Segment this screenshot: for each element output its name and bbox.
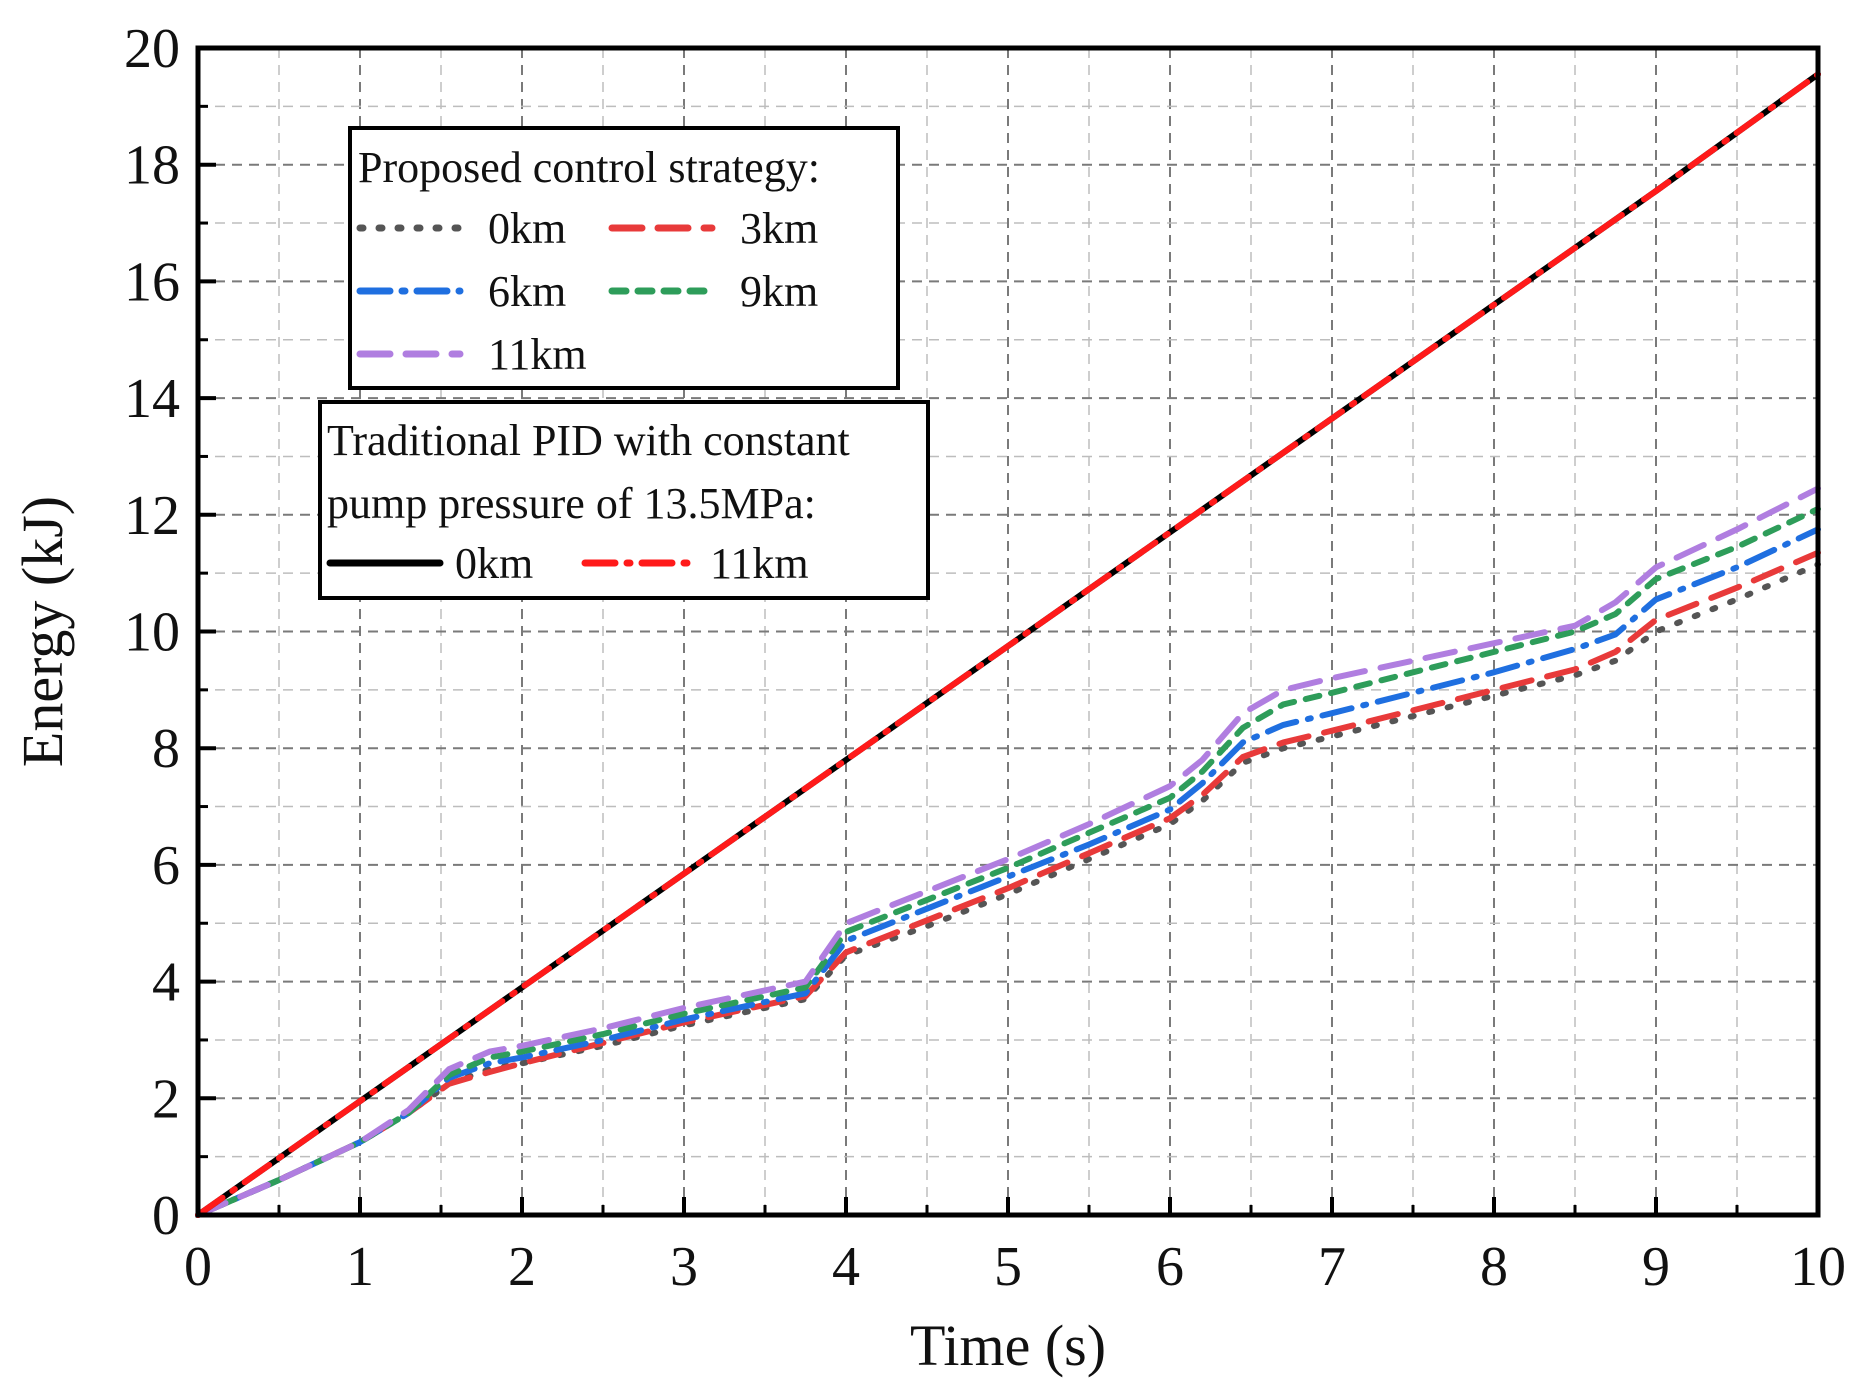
y-tick-label: 18 [124, 135, 180, 197]
legend-label: 9km [740, 267, 818, 316]
x-tick-label: 1 [346, 1236, 374, 1298]
y-axis-title: Energy (kJ) [10, 496, 75, 767]
legend-proposed: Proposed control strategy: 0km 3km 6km 9km 11… [348, 126, 900, 390]
series-line-proposed-6km [195, 526, 1821, 1218]
y-tick-label: 8 [152, 718, 180, 780]
legend-title-line: Traditional PID with constant [327, 416, 850, 465]
series-lines [195, 71, 1821, 1218]
legend-label: 0km [488, 204, 566, 253]
y-tick-label: 12 [124, 485, 180, 547]
legend-label: 11km [710, 539, 809, 588]
y-tick-label: 6 [152, 835, 180, 897]
legend-pid: Traditional PID with constant pump pressu… [318, 400, 930, 600]
x-tick-label: 2 [508, 1236, 536, 1298]
x-tick-label: 3 [670, 1236, 698, 1298]
x-tick-label: 5 [994, 1236, 1022, 1298]
legend: Proposed control strategy: 0km 3km 6km 9km 11… [318, 126, 930, 600]
series-line-proposed-9km [195, 506, 1821, 1218]
x-tick-label: 0 [184, 1236, 212, 1298]
legend-label: 11km [488, 330, 587, 379]
legend-box [348, 126, 900, 390]
x-tick-label: 10 [1790, 1236, 1846, 1298]
y-tick-label: 14 [124, 368, 180, 430]
series-line-pid-11km [195, 71, 1821, 1218]
legend-label: 6km [488, 267, 566, 316]
series-line-proposed-3km [195, 549, 1821, 1218]
y-tick-label: 10 [124, 602, 180, 664]
y-tick-label: 2 [152, 1068, 180, 1130]
x-tick-label: 8 [1480, 1236, 1508, 1298]
y-tick-label: 4 [152, 952, 180, 1014]
x-tick-label: 4 [832, 1236, 860, 1298]
legend-title-line: pump pressure of 13.5MPa: [327, 479, 816, 528]
legend-label: 3km [740, 204, 818, 253]
legend-label: 0km [455, 539, 533, 588]
x-tick-label: 7 [1318, 1236, 1346, 1298]
x-axis-title: Time (s) [910, 1313, 1106, 1378]
series-line-proposed-11km [195, 485, 1821, 1218]
y-tick-label: 16 [124, 251, 180, 313]
x-tick-label: 6 [1156, 1236, 1184, 1298]
y-tick-label: 20 [124, 18, 180, 80]
y-tick-label: 0 [152, 1185, 180, 1247]
legend-title: Proposed control strategy: [358, 143, 820, 192]
x-tick-label: 9 [1642, 1236, 1670, 1298]
